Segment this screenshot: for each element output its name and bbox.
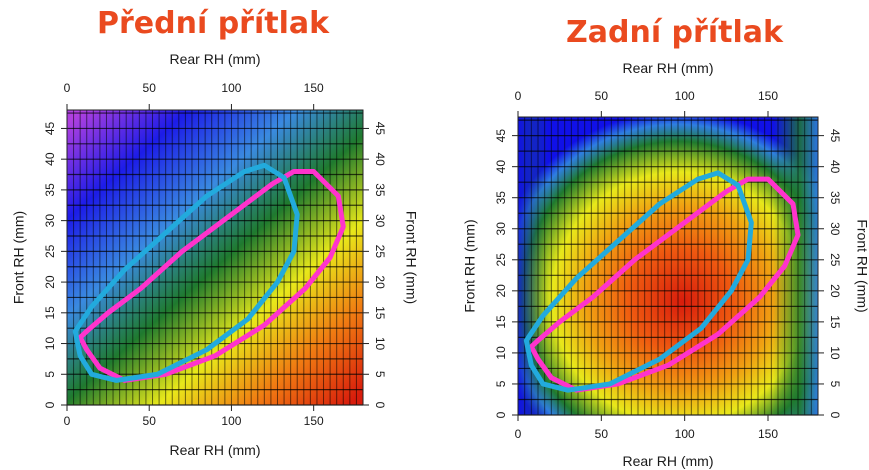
contour-series [77, 168, 346, 383]
y-tick-label-left: 10 [494, 346, 508, 360]
chart-title: Zadní přítlak [566, 15, 783, 50]
y-tick-label-left: 20 [494, 284, 508, 298]
y-tick-label-right: 30 [373, 214, 387, 228]
y-axis-title-left: Front RH (mm) [462, 219, 478, 312]
y-tick-label-left: 0 [494, 411, 508, 418]
x-tick-label-bottom: 50 [143, 414, 157, 428]
x-tick-label-top: 100 [675, 89, 695, 103]
x-axis-title-bottom: Rear RH (mm) [623, 453, 714, 469]
y-tick-label-right: 40 [828, 160, 842, 174]
heatmap-field [67, 110, 363, 405]
y-tick-label-right: 25 [828, 253, 842, 267]
y-tick-label-left: 15 [43, 306, 57, 320]
x-tick-label-bottom: 100 [675, 427, 695, 441]
y-tick-label-left: 25 [43, 244, 57, 258]
y-tick-label-left: 30 [43, 214, 57, 228]
y-tick-label-left: 35 [43, 183, 57, 197]
y-axis-title-right: Front RH (mm) [403, 211, 419, 304]
x-tick-label-top: 50 [595, 89, 609, 103]
y-tick-label-left: 5 [494, 380, 508, 387]
y-tick-label-right: 10 [373, 337, 387, 351]
contour-series [72, 162, 300, 383]
x-tick-label-top: 50 [143, 81, 157, 95]
y-tick-label-left: 35 [494, 191, 508, 205]
rear-downforce-chart: 0 0 50 50 100 100 150 150 0 0 5 5 10 10 15 15 20 20 25 25 30… [462, 60, 869, 469]
y-axis-title-right: Front RH (mm) [854, 219, 869, 312]
x-tick-label-bottom: 0 [64, 414, 71, 428]
y-tick-label-right: 45 [828, 129, 842, 143]
y-tick-label-right: 0 [828, 412, 842, 419]
x-tick-label-bottom: 150 [758, 427, 778, 441]
x-tick-label-top: 100 [221, 81, 241, 95]
y-tick-label-left: 40 [494, 160, 508, 174]
x-axis-title-top: Rear RH (mm) [623, 60, 714, 76]
y-tick-label-right: 0 [373, 402, 387, 409]
y-tick-label-right: 20 [828, 284, 842, 298]
y-tick-label-right: 40 [373, 152, 387, 166]
x-tick-label-top: 0 [64, 81, 71, 95]
chart-title: Přední přítlak [97, 6, 330, 41]
y-tick-label-left: 45 [494, 129, 508, 143]
y-tick-label-left: 25 [494, 253, 508, 267]
y-tick-label-left: 45 [43, 121, 57, 135]
y-tick-label-right: 5 [828, 381, 842, 388]
x-axis-title-bottom: Rear RH (mm) [170, 442, 261, 458]
x-tick-label-bottom: 50 [595, 427, 609, 441]
y-tick-label-right: 30 [828, 222, 842, 236]
y-tick-label-left: 0 [43, 401, 57, 408]
contour-series [528, 176, 801, 393]
y-tick-label-right: 10 [828, 346, 842, 360]
x-tick-label-bottom: 0 [515, 427, 522, 441]
y-tick-label-right: 15 [828, 315, 842, 329]
y-tick-label-left: 15 [494, 315, 508, 329]
plot-frame [66, 109, 364, 406]
x-tick-label-bottom: 150 [304, 414, 324, 428]
y-tick-label-right: 35 [373, 183, 387, 197]
y-tick-label-left: 5 [43, 371, 57, 378]
x-tick-label-bottom: 100 [221, 414, 241, 428]
x-tick-label-top: 0 [515, 89, 522, 103]
contour-series [523, 170, 754, 393]
y-tick-label-right: 15 [373, 306, 387, 320]
y-tick-label-right: 25 [373, 245, 387, 259]
y-tick-label-right: 45 [373, 122, 387, 136]
y-tick-label-left: 10 [43, 337, 57, 351]
x-tick-label-top: 150 [304, 81, 324, 95]
y-tick-label-left: 30 [494, 222, 508, 236]
plot-frame [517, 116, 819, 416]
front-downforce-panel: Přední přítlak 0 0 50 50 100 100 150 150 0 0 5 5 10 1… [0, 0, 434, 470]
heatmap-edge-shading [518, 117, 818, 415]
y-tick-label-left: 20 [43, 275, 57, 289]
y-tick-label-right: 20 [373, 275, 387, 289]
x-tick-label-top: 150 [758, 89, 778, 103]
y-tick-label-left: 40 [43, 152, 57, 166]
x-axis-title-top: Rear RH (mm) [170, 51, 261, 67]
y-tick-label-right: 5 [373, 371, 387, 378]
rear-downforce-panel: Zadní přítlak 0 0 50 50 100 100 150 150 0 0 5 5 10 10… [435, 0, 869, 470]
y-axis-title-left: Front RH (mm) [11, 211, 27, 304]
y-tick-label-right: 35 [828, 191, 842, 205]
